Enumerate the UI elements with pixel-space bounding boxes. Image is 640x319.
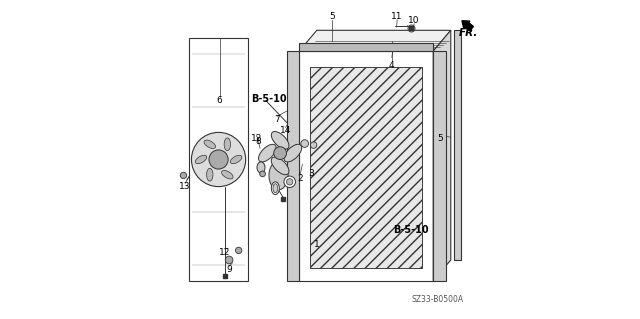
Bar <box>433 51 446 281</box>
Ellipse shape <box>204 140 216 149</box>
Bar <box>189 38 248 281</box>
Circle shape <box>274 147 287 160</box>
Ellipse shape <box>207 168 213 181</box>
Text: 12: 12 <box>220 248 230 256</box>
Circle shape <box>209 150 228 169</box>
Text: 1: 1 <box>314 240 320 249</box>
Ellipse shape <box>230 155 242 164</box>
Circle shape <box>191 132 246 187</box>
Ellipse shape <box>257 162 265 173</box>
Text: 14: 14 <box>280 126 291 135</box>
Bar <box>310 67 422 268</box>
Text: FR.: FR. <box>459 28 478 39</box>
Ellipse shape <box>259 144 276 162</box>
Polygon shape <box>433 30 451 281</box>
Text: 2: 2 <box>297 174 303 183</box>
Circle shape <box>260 171 266 177</box>
Text: 5: 5 <box>329 12 335 21</box>
Ellipse shape <box>269 161 288 190</box>
Ellipse shape <box>271 157 289 175</box>
Circle shape <box>225 256 233 264</box>
Text: 13: 13 <box>179 182 191 191</box>
Bar <box>300 51 433 281</box>
Ellipse shape <box>221 170 233 179</box>
Circle shape <box>236 247 242 254</box>
Circle shape <box>284 176 296 188</box>
Text: B-5-10: B-5-10 <box>394 225 429 235</box>
Circle shape <box>180 172 187 179</box>
Text: 11: 11 <box>392 12 403 21</box>
Text: SZ33-B0500A: SZ33-B0500A <box>412 295 464 304</box>
Ellipse shape <box>195 155 207 164</box>
Text: 3: 3 <box>308 169 314 178</box>
Text: 4: 4 <box>389 61 395 70</box>
Ellipse shape <box>284 144 301 162</box>
Ellipse shape <box>273 184 278 193</box>
Text: 9: 9 <box>226 265 232 274</box>
Text: 8: 8 <box>255 137 260 146</box>
Bar <box>310 67 422 268</box>
Bar <box>454 30 461 260</box>
Ellipse shape <box>271 131 289 149</box>
Text: 12: 12 <box>250 134 262 143</box>
Text: 6: 6 <box>216 96 222 105</box>
Bar <box>300 43 433 51</box>
Text: 10: 10 <box>408 16 420 25</box>
Text: 5: 5 <box>438 134 444 143</box>
Text: B-5-10: B-5-10 <box>251 94 287 104</box>
Bar <box>287 51 300 281</box>
Circle shape <box>310 142 317 148</box>
Text: 7: 7 <box>274 115 280 124</box>
Ellipse shape <box>271 182 279 195</box>
Polygon shape <box>300 30 451 51</box>
Circle shape <box>287 179 293 185</box>
Circle shape <box>301 140 308 147</box>
Ellipse shape <box>224 138 230 151</box>
FancyArrow shape <box>462 21 474 31</box>
